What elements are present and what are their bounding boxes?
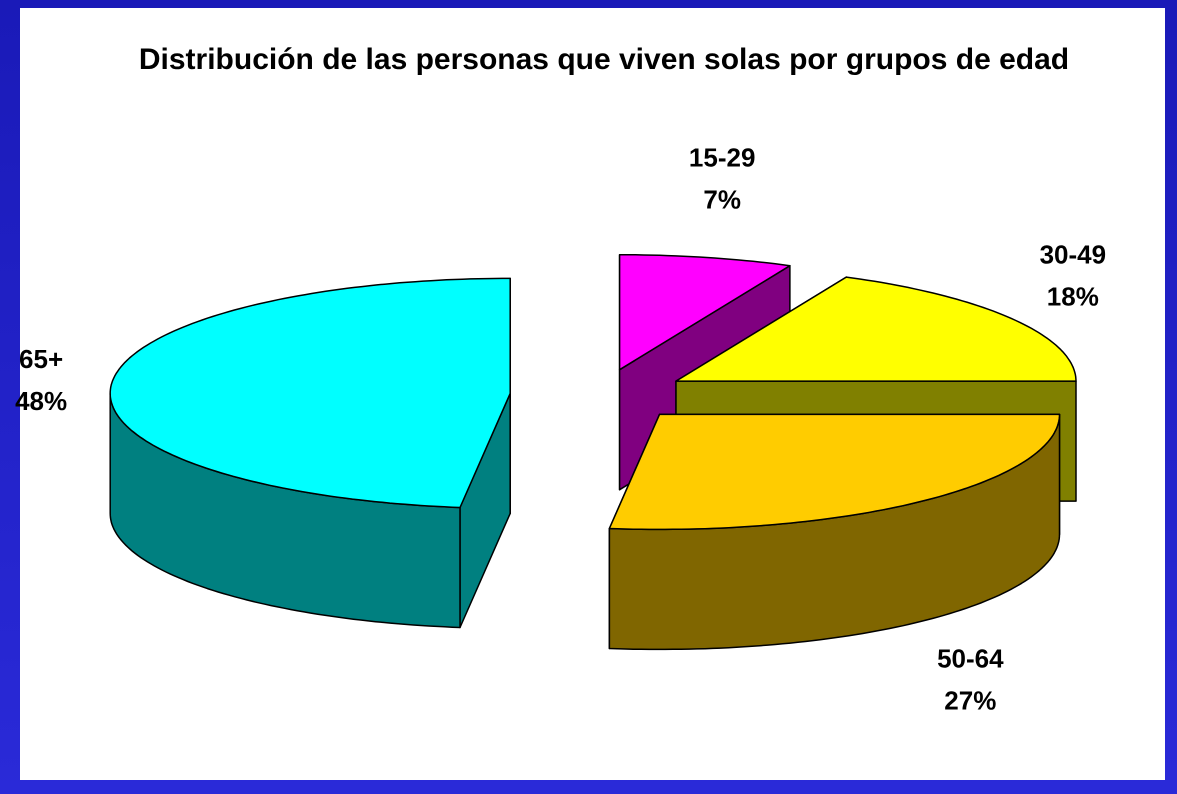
chart-title: Distribución de las personas que viven s… — [138, 43, 1070, 76]
slice-value-label: 48% — [15, 386, 67, 416]
slice-value-label: 18% — [1047, 282, 1099, 312]
slice-top — [608, 413, 1061, 531]
slice-category-label: 30-49 — [1040, 240, 1107, 270]
slice-top — [675, 276, 1077, 382]
slice-value-label: 27% — [944, 686, 996, 716]
slice-value-label: 7% — [703, 184, 741, 214]
slice-top — [618, 253, 791, 371]
slice-category-label: 65+ — [19, 344, 63, 374]
pie-slice — [608, 413, 1061, 651]
slice-category-label: 50-64 — [937, 644, 1004, 674]
pie-slice — [109, 277, 511, 629]
slice-top — [109, 277, 511, 509]
slice-category-label: 15-29 — [689, 142, 756, 172]
